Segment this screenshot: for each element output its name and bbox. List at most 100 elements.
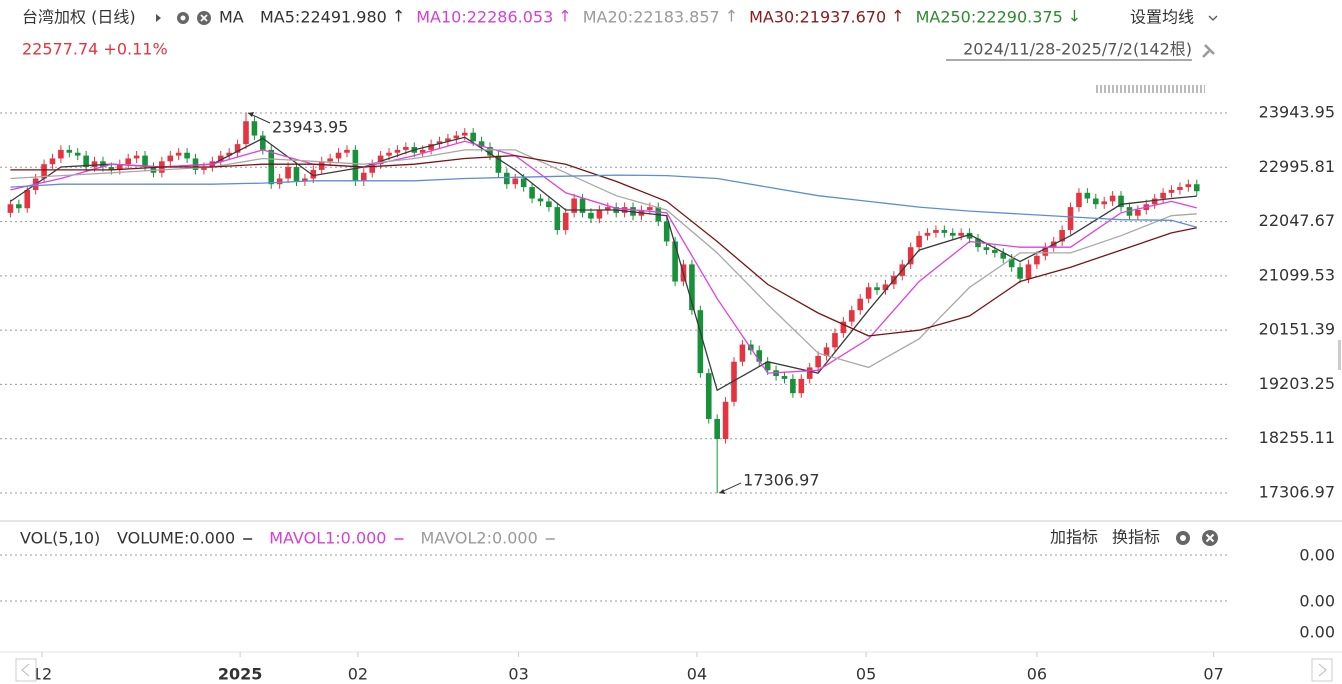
annotation-arrowhead	[719, 488, 726, 494]
legend-trend: ↑	[558, 7, 571, 26]
close-icon[interactable]	[197, 11, 211, 25]
candle-body	[125, 158, 132, 165]
dropdown-icon[interactable]	[1208, 15, 1218, 21]
side-handle[interactable]	[1338, 340, 1341, 370]
candle-body	[49, 158, 56, 165]
candle-body	[663, 221, 670, 242]
y-tick-label: 23943.95	[1259, 102, 1335, 121]
close-icon[interactable]	[1202, 530, 1218, 546]
y-tick-label: 21099.53	[1259, 265, 1335, 284]
pin-icon[interactable]	[1202, 44, 1215, 58]
candle-body	[756, 350, 763, 362]
candle-body	[234, 144, 241, 153]
candle-body	[739, 344, 746, 362]
date-range[interactable]: 2024/11/28-2025/7/2(142根)	[963, 40, 1192, 59]
ma-line	[10, 154, 1197, 337]
candle-body	[1151, 198, 1158, 205]
candle-body	[461, 132, 468, 136]
candle-body	[344, 149, 350, 153]
candle-body	[260, 135, 266, 150]
volume-legend-entry: VOLUME:0.000	[117, 529, 235, 548]
candle-body	[369, 164, 376, 173]
candle-body	[192, 158, 199, 170]
x-tick-label: 2025	[218, 665, 263, 684]
candle-body	[352, 149, 359, 182]
gear-icon[interactable]	[177, 12, 189, 24]
candle-body	[226, 152, 232, 156]
candle-body	[874, 287, 880, 291]
candle-body	[1177, 187, 1183, 190]
volume-tick-label: 0.00	[1299, 623, 1335, 642]
candle-body	[781, 376, 788, 379]
ma-line	[10, 174, 1197, 228]
candle-body	[302, 178, 308, 182]
candle-body	[1034, 255, 1040, 265]
candle-body	[487, 147, 493, 156]
candle-body	[1042, 247, 1049, 256]
scroll-right[interactable]	[1311, 658, 1333, 682]
candle-body	[142, 155, 148, 168]
candle-body	[520, 178, 527, 188]
legend-trend: ↑	[392, 7, 405, 26]
candle-body	[386, 152, 392, 156]
candle-body	[41, 164, 47, 179]
candle-body	[1084, 192, 1091, 199]
candle-body	[1000, 252, 1007, 259]
candle-body	[596, 209, 603, 219]
x-tick-label: 12	[32, 665, 52, 684]
candle-body	[983, 247, 990, 251]
candle-body	[672, 241, 678, 282]
candle-body	[857, 298, 864, 311]
y-tick-label: 20151.39	[1259, 320, 1335, 339]
candle-body	[562, 212, 569, 231]
candle-body	[579, 198, 586, 213]
x-tick-label: 02	[348, 665, 368, 684]
candle-body	[941, 230, 948, 233]
candle-body	[310, 169, 317, 179]
candle-body	[7, 204, 14, 213]
expand-icon[interactable]	[156, 14, 161, 22]
volume-title: VOL(5,10)	[20, 529, 100, 548]
ma-line	[10, 140, 1197, 374]
candle-body	[537, 198, 544, 202]
candle-body	[58, 149, 64, 159]
candle-body	[74, 152, 81, 156]
candle-body	[251, 121, 258, 136]
candle-body	[24, 189, 31, 209]
candle-body	[832, 333, 838, 348]
candle-body	[91, 161, 98, 168]
candle-body	[133, 155, 140, 159]
candle-body	[335, 152, 342, 159]
candle-body	[722, 401, 729, 439]
switch-indicator[interactable]: 换指标	[1112, 528, 1160, 547]
candle-body	[1008, 258, 1015, 268]
candle-body	[1076, 192, 1082, 208]
candle-body	[1059, 230, 1065, 242]
candle-body	[403, 147, 409, 150]
legend-trend: ↑	[891, 7, 904, 26]
scroll-left[interactable]	[15, 658, 37, 682]
candle-body	[504, 172, 510, 185]
candle-body	[823, 347, 830, 356]
candle-body	[705, 373, 712, 419]
candle-body	[1118, 195, 1124, 208]
candle-body	[1017, 267, 1023, 279]
add-indicator[interactable]: 加指标	[1050, 528, 1098, 547]
candle-body	[529, 187, 535, 199]
x-tick-label: 07	[1203, 665, 1223, 684]
candle-body	[689, 264, 695, 311]
candle-body	[907, 247, 914, 265]
volume-legend-entry: MAVOL2:0.000	[420, 529, 537, 548]
candle-body	[184, 152, 190, 159]
ma-settings[interactable]: 设置均线	[1130, 8, 1194, 27]
candle-body	[495, 155, 502, 173]
volume-legend-entry: MAVOL1:0.000	[269, 529, 386, 548]
candle-body	[714, 418, 720, 439]
candle-body	[175, 152, 182, 156]
candle-body	[546, 201, 552, 208]
volume-tick-label: 0.00	[1299, 546, 1335, 565]
gear-icon[interactable]	[1176, 531, 1190, 545]
candle-body	[116, 164, 123, 170]
annotation-label: 17306.97	[743, 470, 819, 489]
